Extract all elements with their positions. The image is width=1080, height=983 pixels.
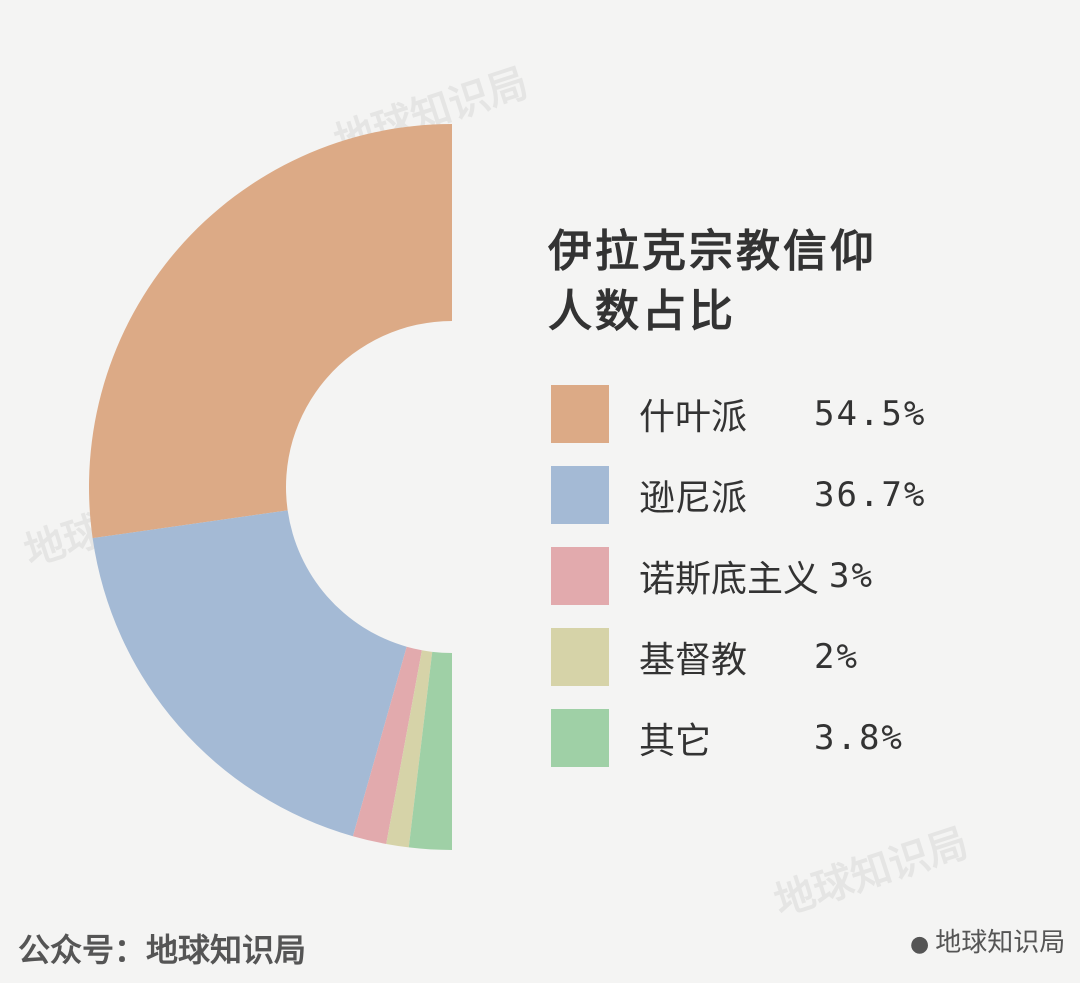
donut-segment [408,651,452,850]
legend-item: 什叶派 54.5% [551,385,926,443]
legend-label: 逊尼派 [639,478,748,519]
legend-item: 其它 3.8% [551,709,926,767]
legend-label: 什叶派 [639,397,748,438]
legend-label: 诺斯底主义 [639,559,820,600]
value-label: 3% [829,556,874,596]
value-label: 2% [814,637,859,677]
legend-item: 基督教 2% [551,628,926,686]
legend-swatch [551,466,609,524]
chart-title: 伊拉克宗教信仰人数占比 [548,226,877,337]
legend: 什叶派 54.5% 逊尼派 36.7% 诺斯底主义 3% 基督教 2% 其它 3.8% [551,385,926,790]
legend-swatch [551,385,609,443]
legend-swatch [551,709,609,767]
value-label: 36.7% [814,475,927,515]
value-label: 54.5% [814,394,927,434]
legend-swatch [551,628,609,686]
brand-text: 地球知识局 [935,928,1066,958]
donut-segment [352,646,422,844]
legend-swatch [551,547,609,605]
donut-segment [88,124,452,539]
donut-segment [92,510,407,837]
legend-item: 诺斯底主义 3% [551,547,926,605]
legend-label: 其它 [639,721,712,762]
donut-segment [386,650,433,848]
legend-item: 逊尼派 36.7% [551,466,926,524]
value-label: 3.8% [814,718,904,758]
legend-label: 基督教 [639,640,748,681]
brand: ● 地球知识局 [910,928,1066,958]
source: 公众号：地球知识局 [18,931,307,969]
